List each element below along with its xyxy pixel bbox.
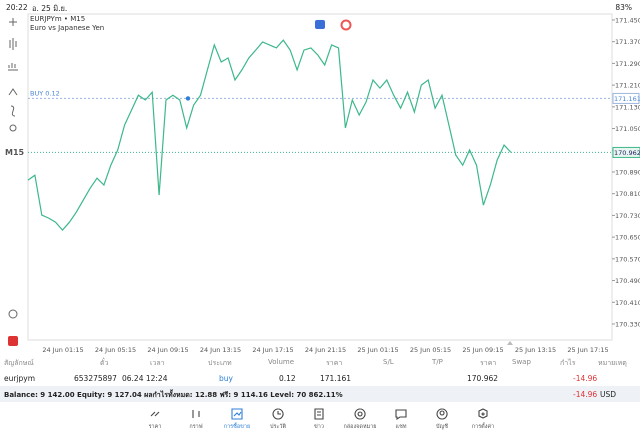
nav-label[interactable]: ข่าว [314, 424, 324, 430]
nav-icon [314, 408, 324, 420]
nav-label[interactable]: กล่องจดหมาย [343, 424, 377, 430]
status-battery: 83% [615, 3, 632, 12]
position-tag [612, 92, 640, 104]
x-tick-label: 24 Jun 21:15 [305, 346, 346, 354]
scroll-marker [507, 341, 513, 345]
x-tick-label: 25 Jun 17:15 [567, 346, 608, 354]
indicators-icon[interactable] [8, 63, 18, 71]
x-tick-label: 25 Jun 13:15 [515, 346, 556, 354]
summary-profit: -14.96 [573, 390, 598, 399]
col-header: ประเภท [208, 359, 232, 367]
nav-label[interactable]: กราฟ [189, 424, 203, 430]
nav-label[interactable]: การตั้งค่า [471, 424, 495, 430]
y-tick-label: 170.730 [615, 212, 640, 220]
bid-tag [612, 146, 640, 158]
cell: 170.962 [467, 374, 499, 383]
summary-currency: USD [600, 390, 617, 399]
y-tick-label: 170.330 [615, 320, 640, 328]
status-date: อ. 25 มิ.ย. [32, 4, 68, 13]
x-tick-label: 25 Jun 05:15 [410, 346, 451, 354]
nav-label[interactable]: ราคา [148, 424, 162, 430]
y-tick-label: 171.050 [615, 125, 640, 133]
cell: -14.96 [573, 374, 598, 383]
price-line [27, 39, 512, 232]
x-tick-label: 25 Jun 09:15 [462, 346, 503, 354]
col-header: ราคา [480, 359, 497, 367]
x-tick-label: 24 Jun 01:15 [42, 346, 83, 354]
position-label: BUY 0.12 [30, 89, 60, 97]
cell: 653275897 [74, 374, 117, 383]
symbol-description: Euro vs Japanese Yen [30, 24, 104, 32]
col-header: Swap [512, 358, 531, 366]
nav-icon [231, 408, 243, 420]
nav-label[interactable]: ประวัติ [269, 424, 287, 430]
nav-icon [272, 408, 284, 420]
x-tick-label: 24 Jun 05:15 [95, 346, 136, 354]
col-header: กำไร [560, 359, 576, 367]
x-tick-label: 24 Jun 13:15 [200, 346, 241, 354]
symbol-label: EURJPYm • M15 [30, 15, 85, 23]
nav-label[interactable]: แชท [395, 424, 407, 430]
status-time: 20:22 [6, 3, 28, 12]
entry-marker [185, 96, 191, 101]
col-header: สัญลักษณ์ [4, 359, 34, 367]
col-header: S/L [383, 358, 394, 366]
cell: 171.161 [320, 374, 352, 383]
position-price: 171.161 [614, 95, 640, 103]
y-tick-label: 170.890 [615, 168, 640, 176]
nav-icon [192, 410, 200, 418]
nav-label[interactable]: การซื้อขาย [223, 424, 251, 430]
timeframe[interactable]: M15 [5, 148, 25, 157]
trade-icon[interactable] [315, 20, 325, 29]
bid-price: 170.962 [614, 149, 640, 157]
sync-icon[interactable] [340, 19, 352, 31]
nav-icon [436, 408, 448, 420]
y-tick-label: 171.370 [615, 38, 640, 46]
nav-icon [150, 411, 160, 417]
col-header: T/P [432, 358, 443, 366]
cell: 06.24 12:24 [122, 374, 168, 383]
summary-bar [0, 386, 640, 402]
y-tick-label: 171.290 [615, 60, 640, 68]
cell: buy [219, 374, 233, 383]
x-tick-label: 25 Jun 01:15 [357, 346, 398, 354]
crosshair-icon[interactable] [9, 18, 17, 26]
y-tick-label: 171.450 [615, 16, 640, 24]
app-icon[interactable] [8, 336, 18, 346]
y-tick-label: 170.810 [615, 190, 640, 198]
nav-label[interactable]: บัญชี [436, 424, 448, 430]
col-header: ราคา [326, 359, 343, 367]
y-tick-label: 170.410 [615, 299, 640, 307]
magnify-icon[interactable] [8, 309, 18, 319]
y-tick-label: 170.570 [615, 255, 640, 263]
col-header: Volume [268, 358, 295, 366]
summary-text: Balance: 9 142.00 Equity: 9 127.04 ผลกำไ… [4, 391, 343, 399]
x-tick-label: 24 Jun 17:15 [252, 346, 293, 354]
x-tick-label: 24 Jun 09:15 [147, 346, 188, 354]
col-header: ตั๋ว [100, 359, 109, 367]
nav-icon [395, 409, 407, 421]
y-tick-label: 170.650 [615, 234, 640, 242]
cell: eurjpym [4, 374, 36, 383]
shapes-icon[interactable] [9, 124, 17, 132]
chart-type-icon[interactable] [9, 38, 17, 50]
y-tick-label: 170.490 [615, 277, 640, 285]
y-tick-label: 171.130 [615, 103, 640, 111]
cell: 0.12 [279, 374, 296, 383]
col-header: หมายเหตุ [598, 359, 627, 367]
objects-icon[interactable] [8, 88, 18, 96]
y-tick-label: 171.210 [615, 82, 640, 90]
plot-frame [27, 13, 613, 341]
nav-icon [354, 408, 366, 420]
function-icon[interactable] [10, 105, 16, 117]
col-header: เวลา [150, 359, 165, 367]
nav-icon [478, 408, 488, 419]
